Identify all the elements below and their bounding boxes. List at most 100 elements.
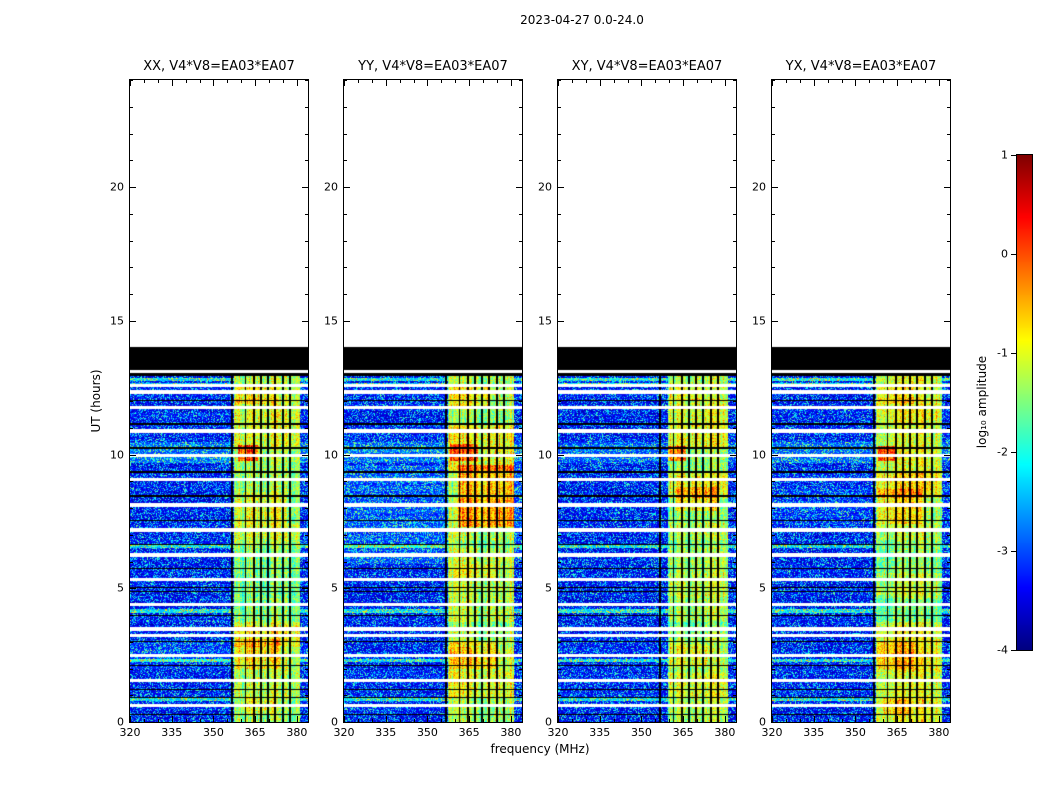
y-tick: [944, 187, 950, 188]
y-minor-tick: [733, 267, 736, 269]
y-minor-tick: [772, 106, 775, 108]
y-minor-tick: [947, 401, 950, 402]
x-minor-tick: [185, 80, 187, 83]
y-minor-tick: [733, 427, 736, 429]
x-minor-tick: [911, 719, 913, 722]
y-minor-tick: [558, 294, 561, 295]
x-tick: [427, 80, 429, 86]
y-minor-tick: [558, 160, 561, 162]
y-minor-tick: [305, 668, 308, 670]
y-minor-tick: [558, 240, 561, 242]
y-tick-label: 0: [331, 715, 338, 729]
x-tick: [724, 716, 726, 722]
y-minor-tick: [305, 615, 308, 616]
x-tick: [813, 80, 815, 86]
panel-yy: YY, V4*V8=EA03*EA07 320 335 350 365 380 0 5 10 15…: [324, 59, 522, 739]
colorbar-canvas: [1017, 155, 1032, 650]
y-minor-tick: [130, 508, 133, 509]
y-tick: [130, 588, 136, 590]
y-tick-label: 0: [117, 715, 124, 729]
x-tick-label: 335: [589, 726, 611, 739]
x-tick: [724, 80, 726, 86]
x-tick: [171, 716, 173, 722]
y-minor-tick: [130, 106, 133, 108]
y-minor-tick: [558, 695, 561, 697]
y-minor-tick: [519, 240, 522, 242]
y-minor-tick: [305, 534, 308, 536]
x-tick: [772, 80, 773, 86]
x-tick-label: 380: [500, 726, 522, 739]
y-minor-tick: [947, 427, 950, 429]
y-minor-tick: [947, 561, 950, 563]
x-minor-tick: [143, 719, 145, 722]
y-minor-tick: [519, 106, 522, 108]
y-tick: [944, 320, 950, 322]
panel-title-yx: YX, V4*V8=EA03*EA07: [785, 59, 937, 74]
x-minor-tick: [799, 719, 801, 722]
colorbar-tick: [1011, 254, 1016, 255]
y-minor-tick: [519, 641, 522, 643]
y-minor-tick: [305, 561, 308, 563]
y-minor-tick: [947, 695, 950, 697]
y-tick: [302, 722, 308, 723]
y-minor-tick: [772, 267, 775, 269]
x-tick: [772, 716, 773, 722]
y-minor-tick: [130, 294, 133, 295]
x-minor-tick: [269, 80, 271, 83]
x-tick: [296, 716, 298, 722]
x-minor-tick: [282, 80, 284, 83]
x-tick: [938, 80, 940, 86]
y-minor-tick: [344, 668, 347, 670]
x-tick-label: 350: [844, 726, 866, 739]
y-minor-tick: [519, 427, 522, 429]
y-tick-label: 20: [752, 180, 766, 194]
y-minor-tick: [305, 294, 308, 295]
x-tick: [427, 716, 429, 722]
y-minor-tick: [519, 561, 522, 563]
y-minor-tick: [947, 80, 950, 81]
x-minor-tick: [496, 719, 498, 722]
y-minor-tick: [947, 106, 950, 108]
panel-title-yy: YY, V4*V8=EA03*EA07: [358, 59, 508, 74]
x-tick: [558, 80, 559, 86]
y-minor-tick: [733, 213, 736, 215]
y-tick: [730, 588, 736, 590]
y-minor-tick: [947, 294, 950, 295]
x-tick-label: 335: [375, 726, 397, 739]
x-tick: [130, 80, 131, 86]
colorbar-label: log₁₀ amplitude: [975, 355, 989, 449]
x-minor-tick: [157, 719, 159, 722]
y-minor-tick: [130, 80, 133, 81]
x-minor-tick: [911, 80, 913, 83]
x-minor-tick: [571, 80, 573, 83]
colorbar: 1 0 -1 -2 -3 -4: [997, 149, 1032, 657]
x-tick: [510, 716, 512, 722]
y-minor-tick: [305, 160, 308, 162]
x-tick: [599, 716, 601, 722]
x-minor-tick: [697, 719, 699, 722]
y-minor-tick: [558, 401, 561, 402]
y-minor-tick: [130, 561, 133, 563]
x-tick: [641, 80, 643, 86]
y-minor-tick: [519, 160, 522, 162]
y-minor-tick: [519, 80, 522, 81]
y-minor-tick: [558, 534, 561, 536]
y-minor-tick: [947, 508, 950, 509]
y-minor-tick: [947, 213, 950, 215]
colorbar-tick-label: -2: [997, 445, 1008, 459]
x-minor-tick: [199, 719, 201, 722]
x-minor-tick: [710, 80, 712, 83]
y-minor-tick: [772, 615, 775, 616]
x-minor-tick: [571, 719, 573, 722]
x-tick: [385, 80, 387, 86]
y-tick-label: 10: [324, 448, 338, 461]
x-minor-tick: [585, 719, 587, 722]
y-minor-tick: [558, 213, 561, 215]
y-minor-tick: [733, 695, 736, 697]
y-minor-tick: [130, 615, 133, 616]
y-minor-tick: [519, 481, 522, 483]
y-minor-tick: [772, 401, 775, 402]
x-tick: [683, 80, 685, 86]
x-minor-tick: [496, 80, 498, 83]
x-tick-label: 365: [672, 726, 694, 739]
